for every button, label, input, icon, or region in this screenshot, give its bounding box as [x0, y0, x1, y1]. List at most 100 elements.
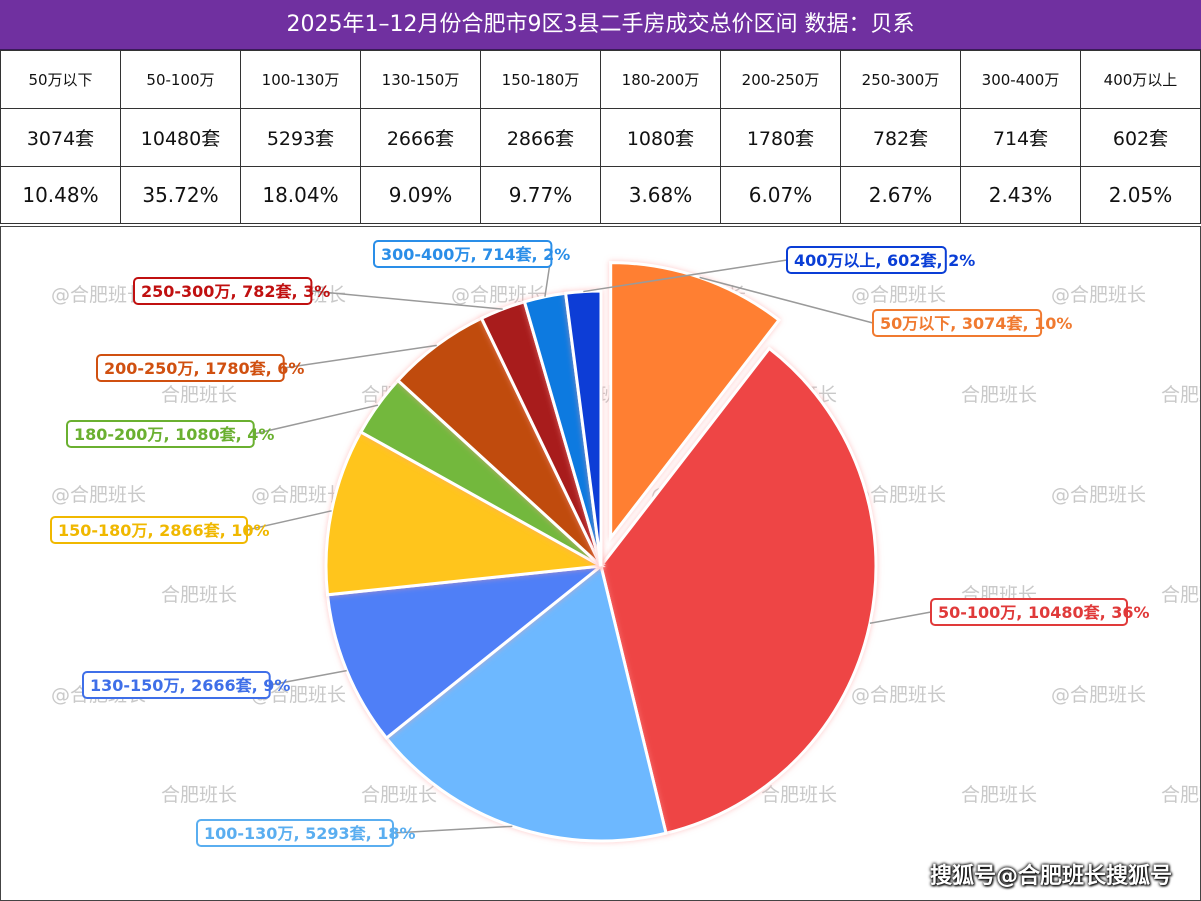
- data-label-box: [786, 246, 947, 274]
- count-row: 3074套 10480套 5293套 2666套 2866套 1080套 178…: [0, 108, 1201, 167]
- count-cell: 3074套: [0, 108, 121, 167]
- data-label-box: [872, 309, 1043, 337]
- slice-layer: [324, 261, 878, 843]
- slice-data-label: 130-150万, 2666套, 9%: [82, 671, 290, 699]
- leader-line: [253, 404, 379, 435]
- percent-cell: 18.04%: [240, 166, 361, 224]
- slice-data-label: 50万以下, 3074套, 10%: [872, 309, 1072, 337]
- slice-data-label: 300-400万, 714套, 2%: [373, 240, 570, 268]
- leader-layer: [246, 253, 932, 834]
- percent-cell: 2.05%: [1080, 166, 1201, 224]
- data-label-text: 130-150万, 2666套, 9%: [90, 676, 290, 695]
- count-cell: 1080套: [600, 108, 721, 167]
- watermark-text: 合肥班长: [161, 584, 237, 606]
- slice-data-label: 50-100万, 10480套, 36%: [930, 598, 1150, 626]
- range-cell: 50万以下: [0, 50, 121, 109]
- count-cell: 5293套: [240, 108, 361, 167]
- slice-data-label: 150-180万, 2866套, 10%: [50, 516, 270, 544]
- data-label-text: 200-250万, 1780套, 6%: [104, 359, 304, 378]
- count-cell: 2866套: [480, 108, 601, 167]
- percent-row: 10.48% 35.72% 18.04% 9.09% 9.77% 3.68% 6…: [0, 166, 1201, 224]
- source-credit: 搜狐号@合肥班长搜狐号: [929, 864, 1172, 889]
- data-label-box: [373, 240, 553, 268]
- leader-line: [269, 669, 347, 686]
- data-label-text: 400万以上, 602套, 2%: [794, 251, 975, 270]
- slice-data-label: 250-300万, 782套, 3%: [133, 277, 330, 305]
- range-cell: 50-100万: [120, 50, 241, 109]
- watermark-text: @合肥班长: [1051, 484, 1146, 506]
- watermark-text: @合肥班长: [251, 484, 346, 506]
- range-cell: 300-400万: [960, 50, 1081, 109]
- watermark-text: 合肥班长: [761, 784, 837, 806]
- count-cell: 1780套: [720, 108, 841, 167]
- stats-table: 50万以下 50-100万 100-130万 130-150万 150-180万…: [0, 50, 1201, 224]
- percent-cell: 3.68%: [600, 166, 721, 224]
- pie-chart: @合肥班长@合肥班长@合肥班长@合肥班长@合肥班长@合肥班长合肥班长合肥班长合肥…: [50, 240, 1200, 847]
- data-label-text: 100-130万, 5293套, 18%: [204, 824, 416, 843]
- slice-data-label: 400万以上, 602套, 2%: [786, 246, 975, 274]
- count-cell: 10480套: [120, 108, 241, 167]
- percent-cell: 10.48%: [0, 166, 121, 224]
- leader-line: [699, 276, 874, 324]
- pie-slice: [384, 563, 668, 843]
- watermark-text: @合肥班长: [251, 684, 346, 706]
- leader-line: [583, 259, 788, 293]
- slice-data-label: 180-200万, 1080套, 4%: [66, 420, 274, 448]
- data-label-box: [930, 598, 1128, 626]
- watermark-text: 合肥班长: [1161, 784, 1200, 806]
- watermark-text: 合肥班长: [161, 784, 237, 806]
- data-label-text: 250-300万, 782套, 3%: [141, 282, 330, 301]
- count-cell: 602套: [1080, 108, 1201, 167]
- data-label-text: 300-400万, 714套, 2%: [381, 245, 570, 264]
- data-label-box: [82, 671, 271, 699]
- watermark-text: 合肥班长: [361, 784, 437, 806]
- leader-line: [869, 611, 932, 625]
- leader-line: [246, 510, 332, 531]
- watermark-text: @合肥班长: [1051, 684, 1146, 706]
- watermark-text: @合肥班长: [51, 484, 146, 506]
- watermark-text: @合肥班长: [51, 284, 146, 306]
- pie-slice: [324, 429, 606, 597]
- pie-slice: [599, 346, 878, 836]
- data-label-box: [66, 420, 255, 448]
- percent-cell: 2.43%: [960, 166, 1081, 224]
- range-cell: 130-150万: [360, 50, 481, 109]
- range-row: 50万以下 50-100万 100-130万 130-150万 150-180万…: [0, 50, 1201, 109]
- data-label-box: [133, 277, 313, 305]
- percent-cell: 6.07%: [720, 166, 841, 224]
- leader-line: [392, 825, 513, 834]
- data-label-box: [196, 819, 394, 847]
- slice-data-label: 200-250万, 1780套, 6%: [96, 354, 304, 382]
- watermark-text: 合肥班长: [161, 384, 237, 406]
- watermark-text: @合肥班长: [851, 684, 946, 706]
- range-cell: 100-130万: [240, 50, 361, 109]
- data-label-box: [96, 354, 285, 382]
- range-cell: 400万以上: [1080, 50, 1201, 109]
- label-layer: 50万以下, 3074套, 10% 50-100万, 10480套, 36% 100…: [50, 240, 1150, 847]
- watermark-text: 合肥班长: [1161, 384, 1200, 406]
- pie-chart-area: @合肥班长@合肥班长@合肥班长@合肥班长@合肥班长@合肥班长合肥班长合肥班长合肥…: [0, 226, 1201, 901]
- data-label-text: 50万以下, 3074套, 10%: [880, 314, 1072, 333]
- leader-line: [311, 290, 503, 310]
- data-label-box: [50, 516, 248, 544]
- percent-cell: 2.67%: [840, 166, 961, 224]
- percent-cell: 9.77%: [480, 166, 601, 224]
- pie-slice: [609, 261, 782, 543]
- watermark-text: @合肥班长: [851, 484, 946, 506]
- range-cell: 150-180万: [480, 50, 601, 109]
- watermark-text: @合肥班长: [851, 284, 946, 306]
- slice-data-label: 100-130万, 5293套, 18%: [196, 819, 416, 847]
- range-cell: 200-250万: [720, 50, 841, 109]
- percent-cell: 35.72%: [120, 166, 241, 224]
- range-cell: 180-200万: [600, 50, 721, 109]
- watermark-text: @合肥班长: [1051, 284, 1146, 306]
- watermark-text: 合肥班长: [1161, 584, 1200, 606]
- count-cell: 782套: [840, 108, 961, 167]
- data-label-text: 150-180万, 2866套, 10%: [58, 521, 270, 540]
- count-cell: 714套: [960, 108, 1081, 167]
- data-label-text: 180-200万, 1080套, 4%: [74, 425, 274, 444]
- watermark-text: @合肥班长: [451, 284, 546, 306]
- count-cell: 2666套: [360, 108, 481, 167]
- range-cell: 250-300万: [840, 50, 961, 109]
- data-label-text: 50-100万, 10480套, 36%: [938, 603, 1150, 622]
